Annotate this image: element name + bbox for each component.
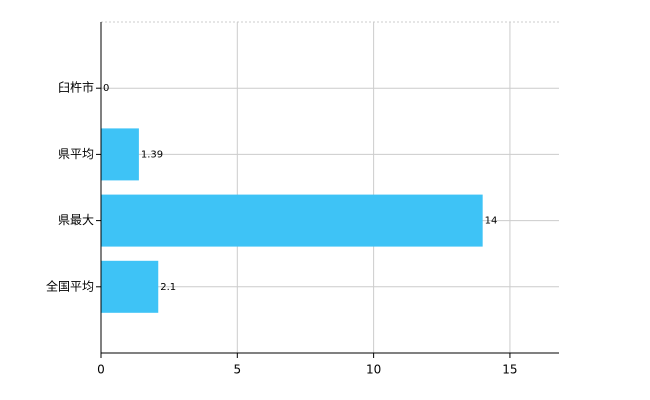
x-tick-label: 0 <box>97 363 105 377</box>
x-tick-label: 5 <box>233 363 241 377</box>
x-tick-label: 15 <box>502 363 517 377</box>
value-label: 0 <box>103 83 109 94</box>
bar <box>101 260 159 313</box>
bar <box>101 128 139 181</box>
y-tick-label: 臼杵市 <box>58 80 94 95</box>
bar <box>101 194 483 247</box>
y-tick-label: 県最大 <box>58 213 94 227</box>
y-tick-label: 県平均 <box>58 147 94 161</box>
value-label: 1.39 <box>141 149 163 160</box>
value-label: 14 <box>485 216 498 227</box>
y-tick-label: 全国平均 <box>46 278 94 293</box>
x-tick-label: 10 <box>366 363 381 377</box>
value-label: 2.1 <box>160 282 176 293</box>
